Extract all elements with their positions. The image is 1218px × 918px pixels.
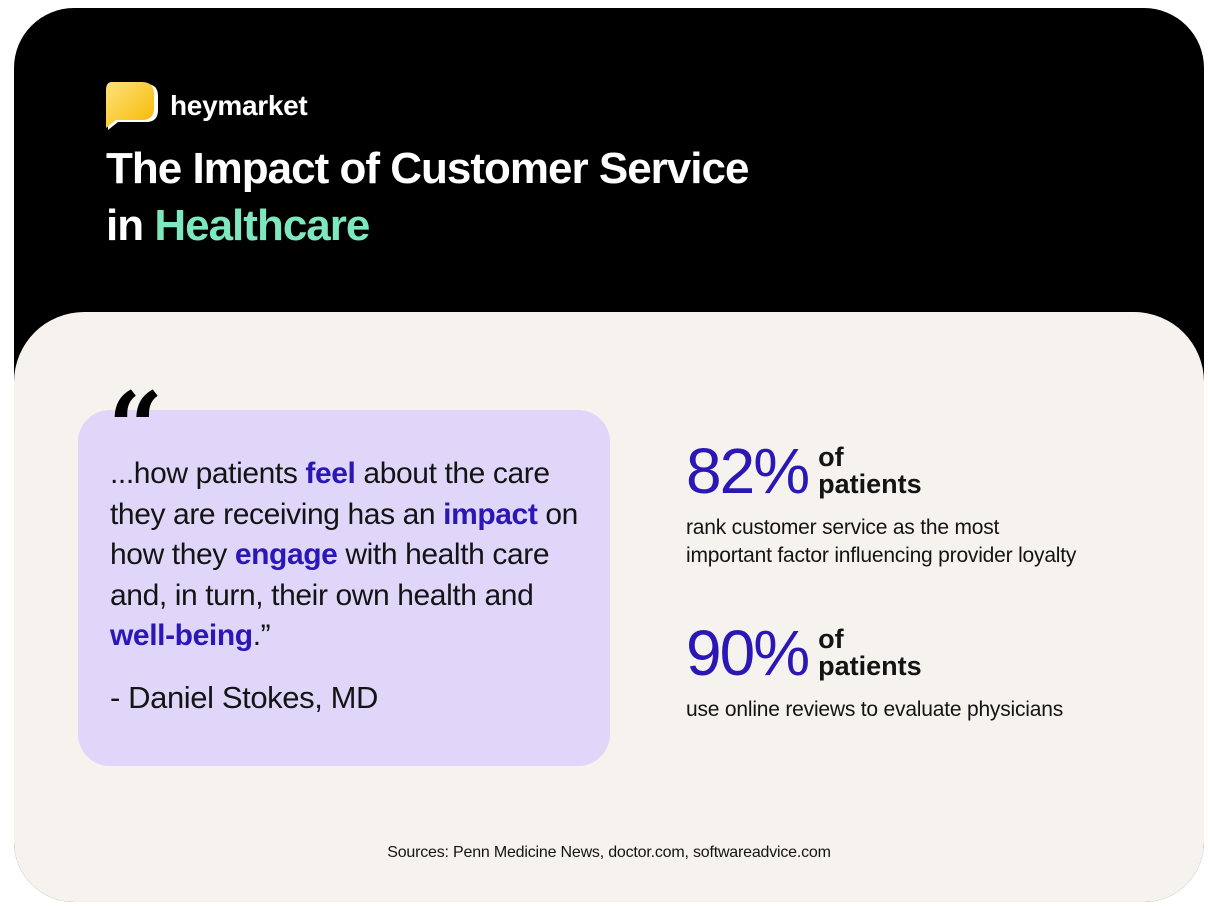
stat-header: 90% of patients xyxy=(686,618,1063,688)
stat-description-line: use online reviews to evaluate physician… xyxy=(686,698,1064,721)
quote-text: ...how patients feel about the care they… xyxy=(110,454,600,657)
quote-highlight: impact xyxy=(443,497,538,531)
stat-unit: patients xyxy=(818,469,922,499)
quote-segment: .” xyxy=(252,619,271,652)
quote-segment: on how they xyxy=(110,497,578,572)
chat-bubble-logo-icon xyxy=(106,82,158,130)
stat-of-word: of xyxy=(818,442,844,472)
stat-block: 90% of patients use online reviews to ev… xyxy=(686,618,1063,724)
title-accent-word: Healthcare xyxy=(154,201,370,250)
stat-label: of patients xyxy=(818,626,922,680)
quote-author: - Daniel Stokes, MD xyxy=(110,680,379,715)
stat-value: 82% xyxy=(686,435,810,507)
stat-label: of patients xyxy=(818,444,922,498)
brand-name: heymarket xyxy=(170,90,308,121)
stat-description-line: rank customer service as the most xyxy=(686,516,1000,539)
stat-description: use online reviews to evaluate physician… xyxy=(686,696,1063,724)
infographic-card: heymarket The Impact of Customer Service… xyxy=(14,8,1204,902)
stat-unit: patients xyxy=(818,651,922,681)
title-line-1: The Impact of Customer Service xyxy=(106,144,749,193)
quote-segment: with health care and, in turn, their own… xyxy=(110,538,550,612)
title-line-2-prefix: in xyxy=(106,201,144,250)
quote-highlight: feel xyxy=(305,457,356,490)
quote-segment: about the care they are receiving has an xyxy=(110,457,550,531)
stat-header: 82% of patients xyxy=(686,436,1076,506)
stat-description-line: important factor influencing provider lo… xyxy=(686,544,1077,567)
stat-block: 82% of patients rank customer service as… xyxy=(686,436,1076,570)
open-quote-icon: “ xyxy=(108,371,164,484)
quote-highlight: engage xyxy=(234,538,338,571)
quote-highlight: well-being xyxy=(110,619,253,652)
stat-value: 90% xyxy=(686,617,810,689)
stat-description: rank customer service as the most import… xyxy=(686,514,1076,570)
quote-segment: ...how patients xyxy=(110,457,306,490)
stat-of-word: of xyxy=(818,624,844,654)
brand-logo: heymarket xyxy=(106,82,308,130)
quote-box: ...how patients feel about the care they… xyxy=(78,410,610,766)
sources-footnote: Sources: Penn Medicine News, doctor.com,… xyxy=(387,844,831,861)
page-title: The Impact of Customer Service in Health… xyxy=(106,140,749,254)
